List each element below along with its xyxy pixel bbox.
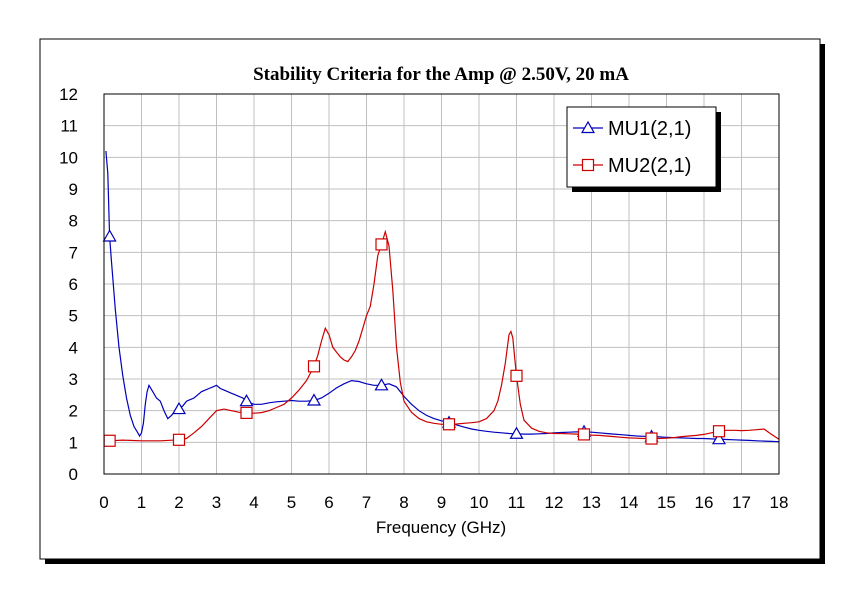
x-tick-label: 18	[770, 493, 789, 512]
data-point-marker	[510, 369, 523, 382]
data-point-marker	[102, 229, 117, 242]
x-tick-label: 6	[324, 493, 333, 512]
y-tick-label: 2	[69, 402, 78, 421]
legend-marker	[580, 120, 596, 134]
y-tick-label: 1	[69, 433, 78, 452]
x-tick-label: 3	[212, 493, 221, 512]
legend-box	[566, 106, 717, 188]
data-point-marker	[645, 432, 658, 445]
data-point-marker	[172, 433, 186, 446]
y-tick-label: 4	[69, 338, 78, 357]
data-point-marker	[375, 238, 388, 251]
data-point-marker	[171, 401, 187, 415]
x-tick-label: 5	[287, 493, 296, 512]
legend-entry: MU2(2,1)	[573, 155, 691, 177]
y-tick-label: 8	[69, 212, 78, 231]
plot-border	[103, 93, 780, 475]
data-point-marker	[509, 426, 524, 439]
y-tick-label: 11	[60, 117, 78, 136]
data-point-marker	[307, 360, 321, 373]
data-point-marker	[711, 431, 727, 445]
x-tick-label: 14	[620, 493, 639, 512]
y-tick-label: 9	[69, 180, 78, 199]
y-tick-label: 12	[59, 85, 78, 104]
x-tick-label: 0	[99, 493, 108, 512]
y-tick-label: 3	[69, 370, 78, 389]
x-tick-label: 10	[470, 493, 489, 512]
x-axis-ticks: 0 1 2 3 4 5 6 7 8 9 10 11 12 13 14 15 16 17 18	[99, 493, 788, 512]
legend-marker	[581, 158, 595, 172]
x-tick-label: 12	[545, 493, 564, 512]
legend-entry: MU1(2,1)	[573, 118, 691, 140]
y-tick-label: 0	[69, 465, 78, 484]
x-tick-label: 13	[582, 493, 601, 512]
data-point-marker	[442, 418, 456, 431]
data-point-marker	[712, 425, 726, 438]
x-tick-label: 8	[399, 493, 408, 512]
series-layer	[102, 150, 780, 447]
legend-label: MU1(2,1)	[608, 118, 691, 140]
legend-items: MU1(2,1) MU2(2,1)	[573, 118, 691, 177]
x-tick-label: 4	[249, 493, 258, 512]
y-tick-label: 7	[69, 243, 78, 262]
x-axis-label: Frequency (GHz)	[376, 518, 506, 537]
data-point-marker	[240, 406, 253, 419]
data-point-marker	[103, 434, 116, 447]
x-tick-label: 1	[137, 493, 146, 512]
data-point-marker	[306, 393, 322, 406]
x-tick-label: 2	[174, 493, 183, 512]
x-tick-label: 7	[362, 493, 371, 512]
data-point-marker	[239, 393, 254, 407]
x-tick-label: 16	[695, 493, 714, 512]
data-point-marker	[577, 428, 591, 441]
y-tick-label: 10	[59, 148, 78, 167]
y-tick-label: 6	[69, 275, 78, 294]
x-tick-label: 11	[508, 493, 526, 512]
x-tick-label: 9	[437, 493, 446, 512]
y-tick-label: 5	[69, 307, 78, 326]
series-line	[105, 150, 780, 443]
series-2	[103, 229, 780, 447]
data-point-marker	[374, 378, 389, 391]
x-tick-label: 15	[657, 493, 676, 512]
chart-title: Stability Criteria for the Amp @ 2.50V, …	[253, 64, 629, 85]
legend-label: MU2(2,1)	[608, 155, 691, 177]
x-tick-label: 17	[732, 493, 751, 512]
legend: MU1(2,1) MU2(2,1)	[566, 106, 721, 192]
